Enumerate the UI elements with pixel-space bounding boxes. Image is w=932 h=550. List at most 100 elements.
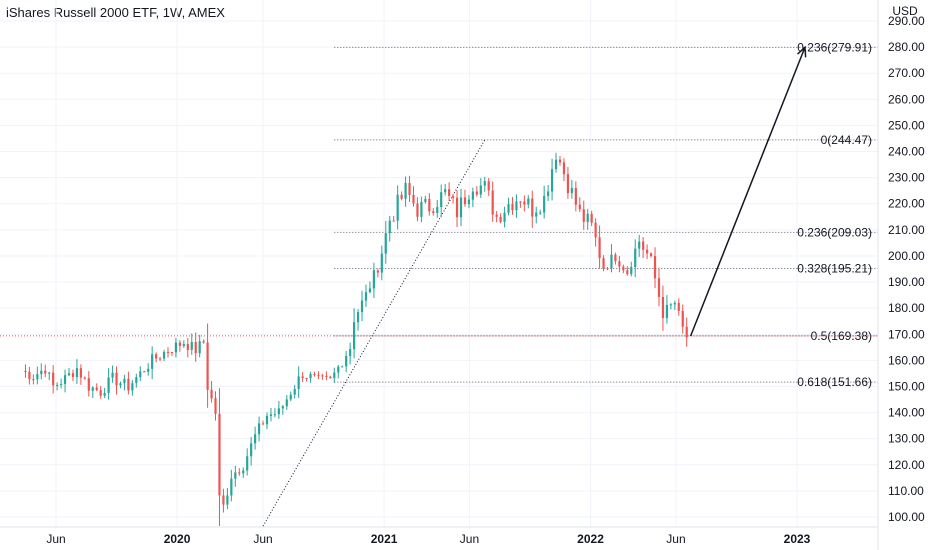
fib-level-label: 0.618(151.66) xyxy=(797,375,872,389)
candle-body xyxy=(622,266,625,271)
candle-body xyxy=(28,371,31,380)
candle-body xyxy=(305,378,308,380)
candle-body xyxy=(107,377,110,393)
candle-body xyxy=(44,370,47,374)
candle-body xyxy=(669,304,672,306)
projection-arrow-line[interactable] xyxy=(689,47,806,337)
candles xyxy=(24,152,688,526)
candle-body xyxy=(455,197,459,218)
candle-body xyxy=(527,198,530,205)
trend-lines[interactable] xyxy=(262,45,807,527)
candle-body xyxy=(428,198,431,212)
candle-body xyxy=(246,456,249,471)
price-axis[interactable]: 100.00 110.00 120.00 130.00 140.00 150.00 160.… xyxy=(888,14,925,524)
candle-body xyxy=(392,220,395,222)
price-tick-label: 130.00 xyxy=(888,432,925,446)
candle-body xyxy=(396,194,399,221)
candle-body xyxy=(416,203,419,217)
candle-body xyxy=(463,197,467,205)
candle-body xyxy=(158,358,162,360)
candle-body xyxy=(210,389,213,399)
candle-body xyxy=(123,378,126,384)
time-tick-label: Jun xyxy=(460,532,479,546)
candle-body xyxy=(432,211,435,214)
candle-body xyxy=(115,372,118,386)
candle-body xyxy=(491,190,494,215)
candle-body xyxy=(360,300,364,313)
candle-body xyxy=(254,434,257,444)
candle-body xyxy=(285,399,288,407)
candle-body xyxy=(368,288,372,293)
price-tick-label: 260.00 xyxy=(888,92,925,106)
candle-body xyxy=(71,373,75,377)
candle-body xyxy=(598,237,601,259)
candle-body xyxy=(400,194,403,199)
candle-body xyxy=(471,191,474,200)
candle-body xyxy=(230,478,233,496)
candle-body xyxy=(550,169,554,192)
candle-body xyxy=(79,368,82,378)
candle-body xyxy=(186,343,189,350)
candle-body xyxy=(250,443,253,457)
fibonacci-levels[interactable]: 0.236(279.91) 0(244.47) 0.236(209.03) 0.328… xyxy=(0,40,878,389)
fib-level-label: 0.236(279.91) xyxy=(797,40,872,54)
candle-body xyxy=(503,212,506,222)
candle-body xyxy=(661,296,665,319)
candle-body xyxy=(103,392,106,396)
candle-body xyxy=(475,191,478,195)
price-tick-label: 150.00 xyxy=(888,379,925,393)
candle-body xyxy=(451,196,455,198)
candle-body xyxy=(487,181,490,191)
candle-body xyxy=(515,201,518,211)
projection-arrow-head[interactable] xyxy=(797,45,807,58)
candle-body xyxy=(535,212,538,217)
candle-body xyxy=(214,398,217,414)
candle-body xyxy=(673,302,676,305)
candle-body xyxy=(511,203,514,211)
candle-body xyxy=(194,341,197,354)
candle-body xyxy=(206,342,209,390)
candle-body xyxy=(313,373,316,375)
candle-body xyxy=(586,213,589,222)
candle-body xyxy=(356,312,360,323)
candle-body xyxy=(495,214,498,217)
candle-body xyxy=(547,191,550,196)
candle-body xyxy=(301,376,304,379)
candle-body xyxy=(261,423,265,425)
candle-body xyxy=(408,182,411,195)
candle-body xyxy=(87,378,90,391)
candle-body xyxy=(681,310,684,327)
candle-body xyxy=(574,187,577,205)
candle-body xyxy=(95,387,98,391)
candle-body xyxy=(554,159,558,170)
time-axis[interactable]: Jun 2020 Jun 2021 Jun 2022 Jun 2023 xyxy=(46,532,810,546)
candle-body xyxy=(170,352,174,354)
candle-body xyxy=(388,220,391,234)
chart-title: iShares Russell 2000 ETF, 1W, AMEX xyxy=(6,5,225,20)
candle-body xyxy=(590,213,593,223)
currency-label: USD xyxy=(892,4,918,18)
candle-body xyxy=(289,394,292,400)
fib-level-label: 0.5(169.38) xyxy=(811,329,872,343)
candle-body xyxy=(119,383,122,386)
time-tick-label: Jun xyxy=(666,532,685,546)
time-tick-label: 2022 xyxy=(577,532,604,546)
candle-body xyxy=(277,408,280,415)
price-tick-label: 200.00 xyxy=(888,249,925,263)
candle-body xyxy=(467,199,471,205)
grid xyxy=(0,0,878,527)
candle-body xyxy=(519,201,522,203)
candle-body xyxy=(341,366,344,368)
candle-body xyxy=(594,222,597,238)
candle-body xyxy=(24,370,27,372)
candle-body xyxy=(665,304,669,319)
fib-level-label: 0.328(195.21) xyxy=(797,261,872,275)
time-tick-label: Jun xyxy=(46,532,65,546)
candle-body xyxy=(436,207,439,214)
candle-body xyxy=(677,302,680,311)
candle-body xyxy=(582,209,585,222)
dotted-trend-line[interactable] xyxy=(262,139,486,527)
candle-body xyxy=(48,372,51,374)
price-tick-label: 220.00 xyxy=(888,197,925,211)
